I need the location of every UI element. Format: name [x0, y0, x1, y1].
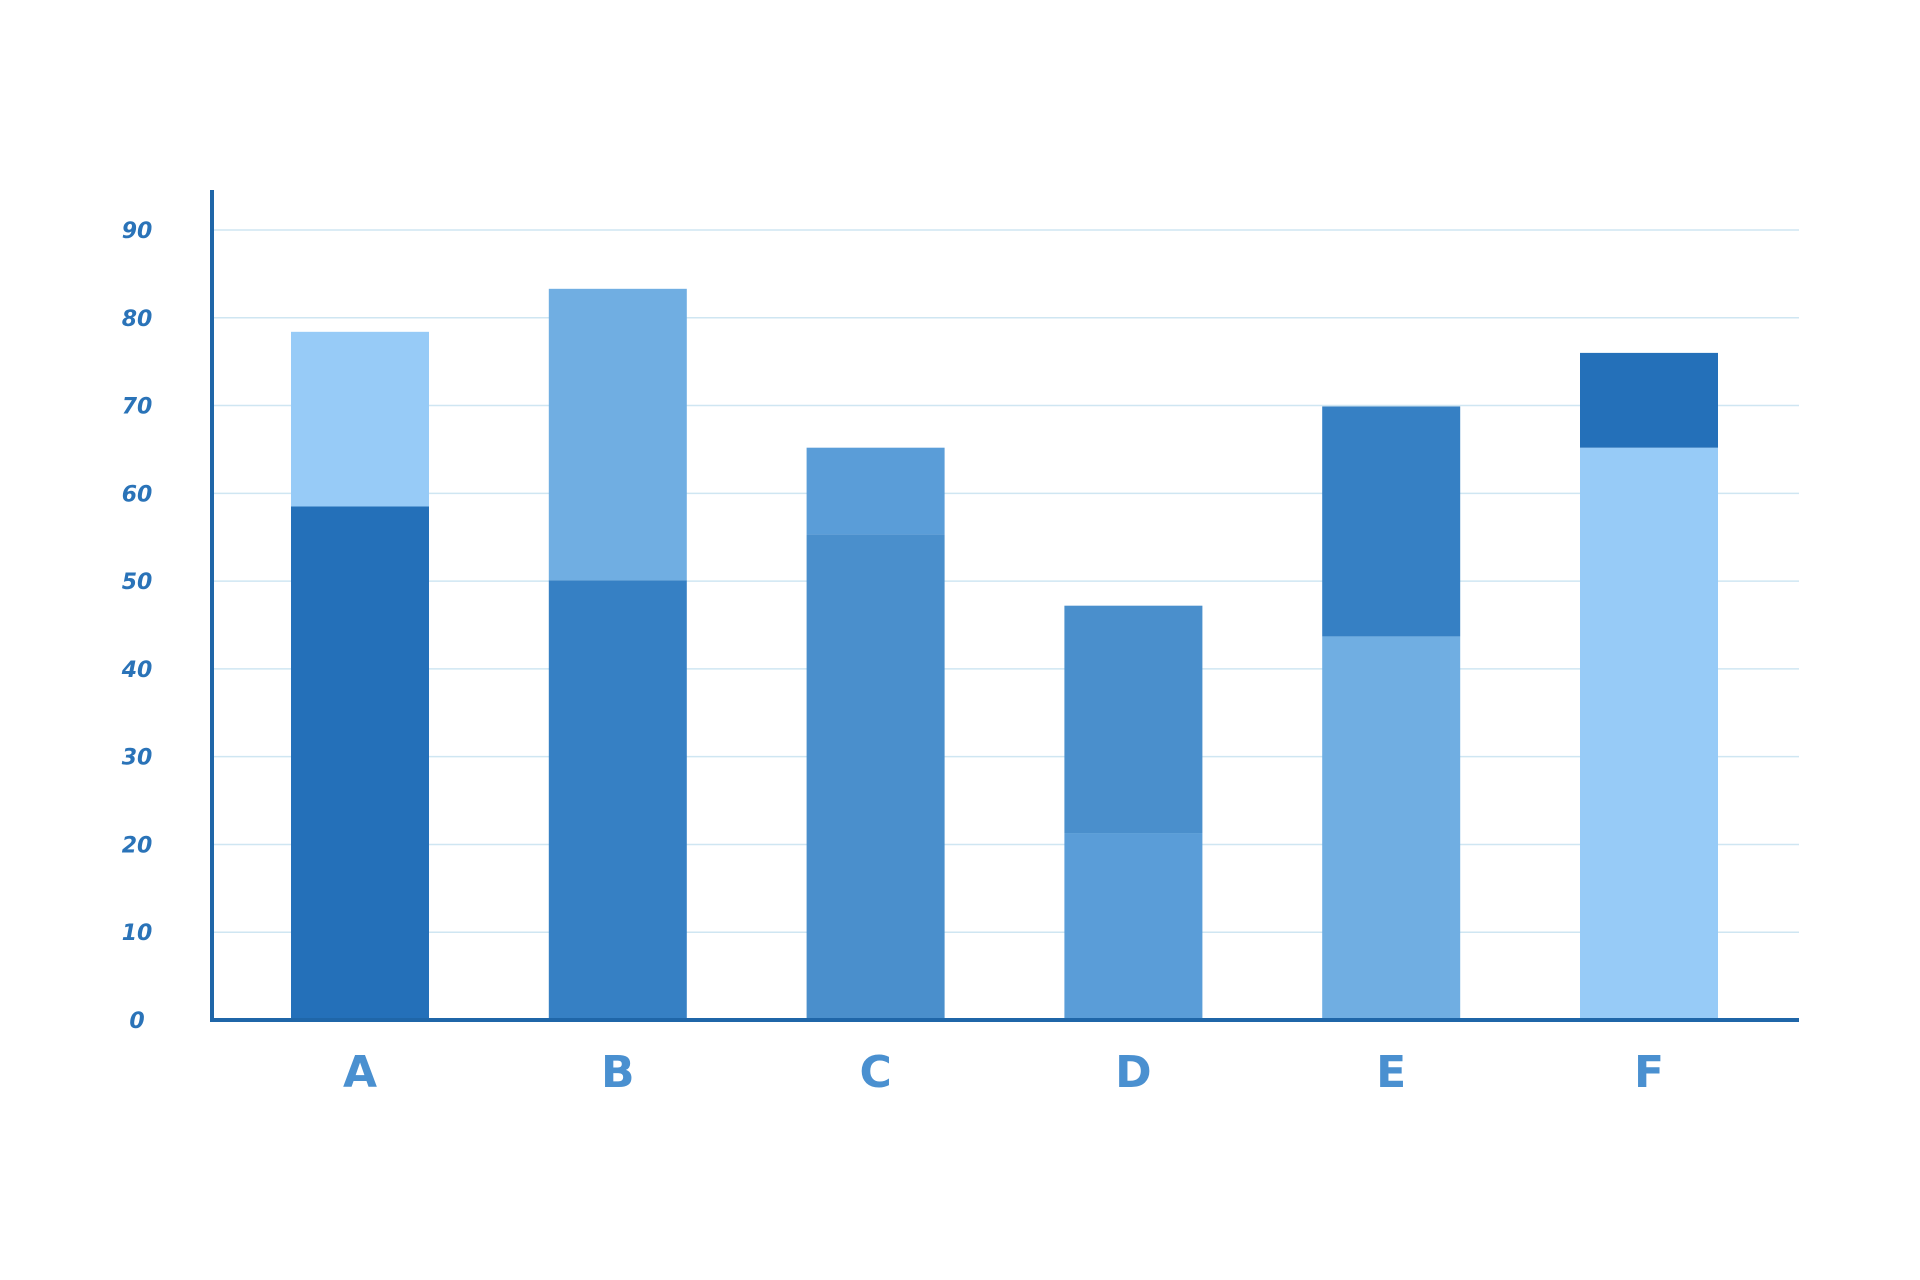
bar-F-segment-1: [1580, 447, 1718, 1020]
y-tick-label: 50: [122, 570, 153, 595]
y-tick-labels: 0 10 20 30 40 50 60 70 80 90: [121, 219, 153, 1034]
bar-F-segment-2: [1580, 352, 1718, 448]
x-tick-label: A: [343, 1047, 377, 1098]
y-tick-label: 60: [122, 482, 153, 507]
gridlines: [212, 229, 1799, 933]
bar-D-segment-1: [1064, 833, 1203, 1020]
x-tick-label: C: [859, 1047, 891, 1098]
y-tick-label: 70: [122, 395, 153, 420]
x-tick-labels: A B C D E F: [343, 1047, 1664, 1098]
y-tick-label: 40: [121, 658, 153, 683]
y-tick-label: 90: [122, 219, 153, 244]
y-tick-label: 80: [122, 307, 153, 332]
y-tick-label: 20: [122, 833, 153, 858]
y-tick-label: 10: [122, 921, 153, 946]
bar-B-segment-2: [548, 288, 687, 581]
bar-E-segment-1: [1322, 636, 1461, 1020]
bar-C-segment-2: [806, 447, 945, 535]
x-tick-label: E: [1376, 1047, 1406, 1098]
bar-B-segment-1: [548, 580, 687, 1020]
bar-E-segment-2: [1322, 406, 1461, 637]
bars: [291, 288, 1718, 1020]
x-tick-label: D: [1115, 1047, 1152, 1098]
bar-D-segment-2: [1064, 605, 1203, 834]
y-tick-label: 0: [129, 1009, 144, 1034]
x-tick-label: F: [1634, 1047, 1664, 1098]
y-tick-label: 30: [122, 746, 153, 771]
bar-A-segment-2: [291, 331, 429, 507]
bar-C-segment-1: [806, 534, 945, 1020]
x-tick-label: B: [601, 1047, 635, 1098]
bar-A-segment-1: [291, 506, 429, 1020]
